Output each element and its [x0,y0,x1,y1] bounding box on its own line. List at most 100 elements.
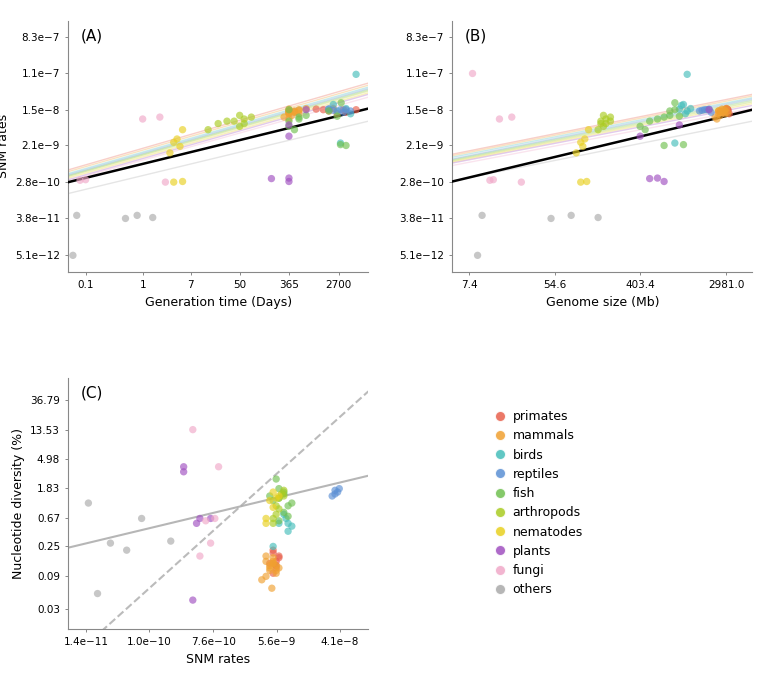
Point [595,118,607,129]
Point [267,502,279,513]
Point [340,140,352,151]
Point [669,104,681,115]
Point [270,500,282,511]
Point [639,124,651,135]
Point [328,99,340,110]
Point [693,106,705,117]
Point [288,107,300,118]
Point [565,210,578,221]
Point [283,106,295,117]
Point [280,513,292,524]
Point [714,110,727,121]
Point [273,504,285,515]
Point [333,483,345,494]
Point [722,106,734,117]
Point [282,526,294,537]
Point [658,176,670,187]
Point [493,113,505,124]
Point [331,106,344,117]
Point [283,121,295,132]
Point [634,121,646,132]
X-axis label: Genome size (Mb): Genome size (Mb) [546,296,659,309]
Point [212,118,224,129]
Point [104,538,116,549]
Point [581,176,593,187]
Y-axis label: SNM rates: SNM rates [0,114,10,178]
Point [238,118,250,129]
Point [288,124,300,135]
Point [719,107,731,118]
Point [213,461,225,472]
Point [283,106,295,117]
Point [154,111,166,122]
Point [681,106,693,117]
Point [204,513,217,524]
Point [722,104,734,115]
Point [714,106,727,117]
Point [255,574,268,585]
Point [80,174,92,185]
Point [267,495,279,506]
Point [705,107,717,118]
Point [273,493,285,504]
Point [293,108,305,120]
Point [604,115,616,126]
Legend: primates, mammals, birds, reptiles, fish, arthropods, nematodes, plants, fungi, : primates, mammals, birds, reptiles, fish… [489,405,587,601]
Point [260,518,272,529]
Point [267,558,279,569]
Point [270,560,282,571]
Point [329,485,341,496]
Point [300,110,312,121]
Point [283,115,295,126]
Point [658,111,670,122]
Point [187,594,199,605]
Point [270,556,282,567]
Point [703,104,715,115]
Point [270,568,282,579]
Point [604,111,616,122]
Point [147,212,159,223]
Point [663,106,676,117]
Y-axis label: Nucleotide diversity (%): Nucleotide diversity (%) [11,428,24,578]
Point [334,104,347,115]
Point [592,212,604,223]
Point [270,560,282,571]
Point [164,147,176,158]
Point [283,120,295,131]
Point [267,541,279,552]
Point [238,113,250,124]
Point [716,106,728,117]
Point [717,107,730,118]
Point [644,173,656,184]
Point [709,111,721,122]
Point [260,571,272,582]
Point [326,491,338,502]
Point [209,513,221,524]
Point [71,210,83,221]
Point [698,104,711,115]
Point [595,115,607,126]
Point [331,108,344,120]
Point [270,473,282,484]
Point [713,106,725,117]
Point [293,113,305,124]
Point [270,493,282,504]
Point [467,68,479,79]
X-axis label: SNM rates: SNM rates [186,653,251,665]
Point [286,498,298,509]
Point [334,139,347,150]
Point [283,176,295,187]
Point [121,545,133,556]
Point [676,100,688,111]
Point [270,562,282,574]
Point [669,97,681,108]
Point [264,558,276,569]
Point [233,121,245,132]
Point [505,111,518,122]
Point [651,113,663,124]
Point [277,509,290,520]
Point [168,177,180,188]
Point [696,105,708,116]
Point [716,104,728,115]
Point [282,511,294,522]
